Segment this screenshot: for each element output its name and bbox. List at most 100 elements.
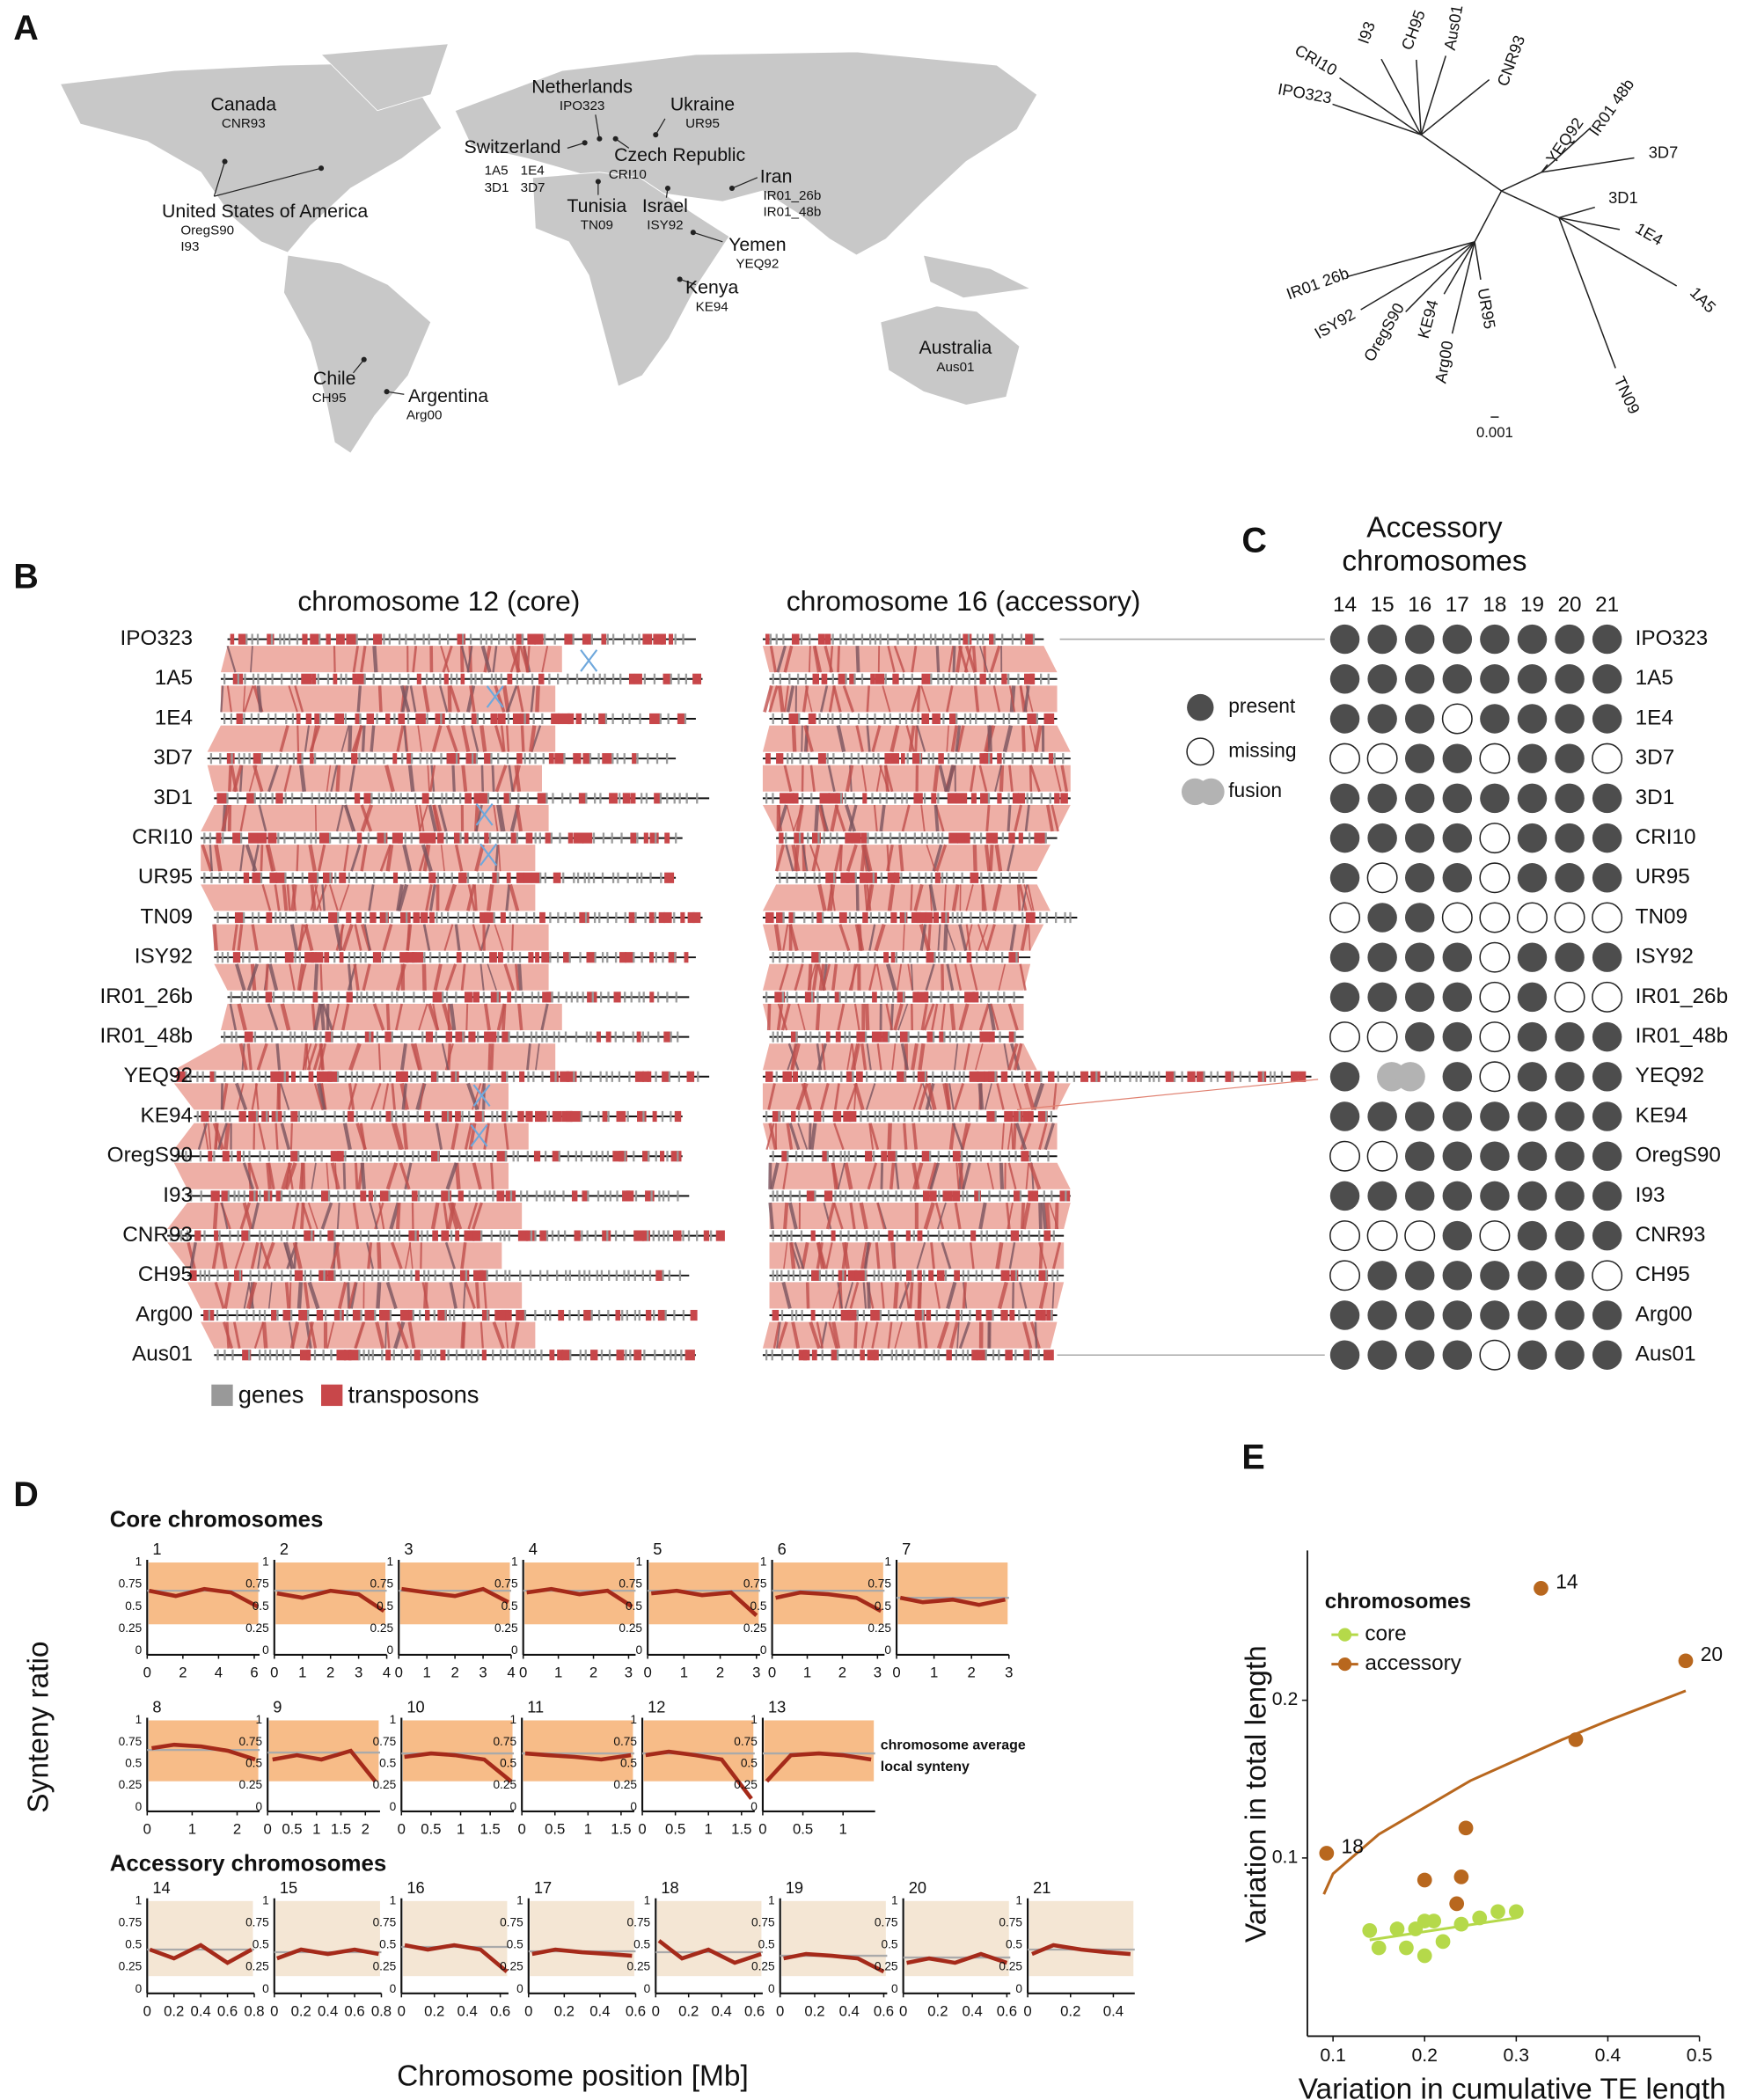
synteny-link	[340, 924, 344, 951]
gene	[968, 673, 970, 684]
synteny-link	[901, 804, 911, 832]
synteny-link	[846, 1043, 853, 1071]
synteny-link	[763, 684, 773, 713]
gene	[251, 633, 253, 645]
gene	[203, 832, 206, 844]
synteny-link	[442, 1003, 453, 1031]
x-tick-label: 1	[803, 1665, 811, 1681]
synteny-link	[274, 884, 281, 911]
gene	[975, 713, 977, 725]
gene	[419, 753, 421, 765]
gene	[670, 1031, 672, 1043]
gene	[967, 1270, 970, 1281]
presence-dot	[1366, 1140, 1398, 1172]
gene	[895, 1270, 897, 1281]
gene	[556, 952, 560, 963]
location-dot	[677, 276, 683, 282]
gene	[383, 793, 385, 804]
transposon	[392, 872, 399, 883]
gene	[592, 872, 596, 883]
gene	[242, 1151, 245, 1162]
transposon	[794, 832, 804, 844]
synteny-link	[284, 1282, 290, 1309]
synteny-link	[809, 1123, 817, 1150]
transposon	[582, 1190, 588, 1202]
gene	[544, 1309, 547, 1321]
synteny-link	[497, 845, 501, 872]
gene	[811, 911, 814, 924]
synteny-link	[370, 1083, 382, 1110]
synteny-link	[226, 645, 237, 673]
transposon	[1029, 673, 1036, 684]
gene	[259, 952, 261, 963]
strain-label: 3D7	[521, 180, 545, 195]
transposon	[932, 713, 941, 725]
synteny-link	[946, 963, 955, 991]
gene	[334, 872, 337, 883]
gene	[491, 1110, 494, 1123]
point	[1417, 1872, 1432, 1888]
synteny-link	[201, 844, 213, 872]
gene	[493, 911, 495, 924]
gene	[529, 1270, 532, 1281]
gene	[216, 1350, 219, 1361]
gene	[969, 1309, 971, 1321]
gene	[259, 1350, 261, 1361]
gene	[477, 872, 480, 883]
gene	[563, 1230, 567, 1241]
x-tick-label: 1	[680, 1665, 688, 1681]
x-tick-label: 0.2	[678, 2002, 699, 2019]
gene	[465, 952, 469, 963]
transposon	[791, 1110, 796, 1123]
gene	[624, 911, 626, 924]
synteny-link	[965, 884, 974, 911]
transposon	[516, 872, 524, 883]
gene	[1021, 753, 1024, 765]
synteny-link	[267, 1003, 279, 1031]
gene	[844, 1031, 846, 1043]
transposon	[849, 1110, 857, 1123]
gene	[883, 713, 886, 725]
synteny-link	[788, 924, 799, 952]
gene	[673, 793, 676, 804]
synteny-link	[403, 725, 408, 752]
presence-dot	[1592, 664, 1622, 694]
gene	[909, 952, 911, 963]
gene	[590, 1309, 593, 1321]
gene	[232, 1071, 236, 1082]
synteny-link	[529, 725, 537, 752]
synteny-link	[443, 924, 454, 951]
gene	[374, 1309, 377, 1321]
gene	[243, 753, 245, 765]
gene	[798, 713, 801, 725]
gene	[381, 673, 384, 684]
synteny-link	[422, 924, 431, 951]
synteny-link	[911, 1043, 919, 1071]
y-tick-label: 0	[255, 1800, 262, 1813]
synteny-link	[933, 765, 940, 793]
gene	[923, 1350, 926, 1361]
presence-dot	[1517, 1101, 1548, 1131]
gene	[804, 1031, 808, 1043]
gene	[282, 1151, 285, 1162]
synteny-link	[1029, 765, 1041, 793]
synteny-link	[987, 725, 992, 752]
gene	[364, 911, 367, 924]
gene	[376, 713, 378, 725]
country-label: Australia	[919, 337, 992, 358]
synteny-link	[296, 1282, 304, 1309]
gene	[1002, 753, 1006, 765]
gene	[474, 952, 477, 963]
gene	[604, 1190, 607, 1202]
transposon	[860, 1270, 868, 1281]
transposon	[619, 952, 626, 963]
y-tick-label: 1	[630, 1713, 637, 1726]
gene	[477, 1031, 480, 1043]
transposon	[939, 1031, 945, 1043]
gene	[458, 793, 462, 804]
gene	[294, 952, 296, 963]
gene	[662, 952, 664, 963]
transposon	[986, 1110, 997, 1123]
synteny-link	[489, 1043, 494, 1071]
gene	[900, 1190, 903, 1202]
